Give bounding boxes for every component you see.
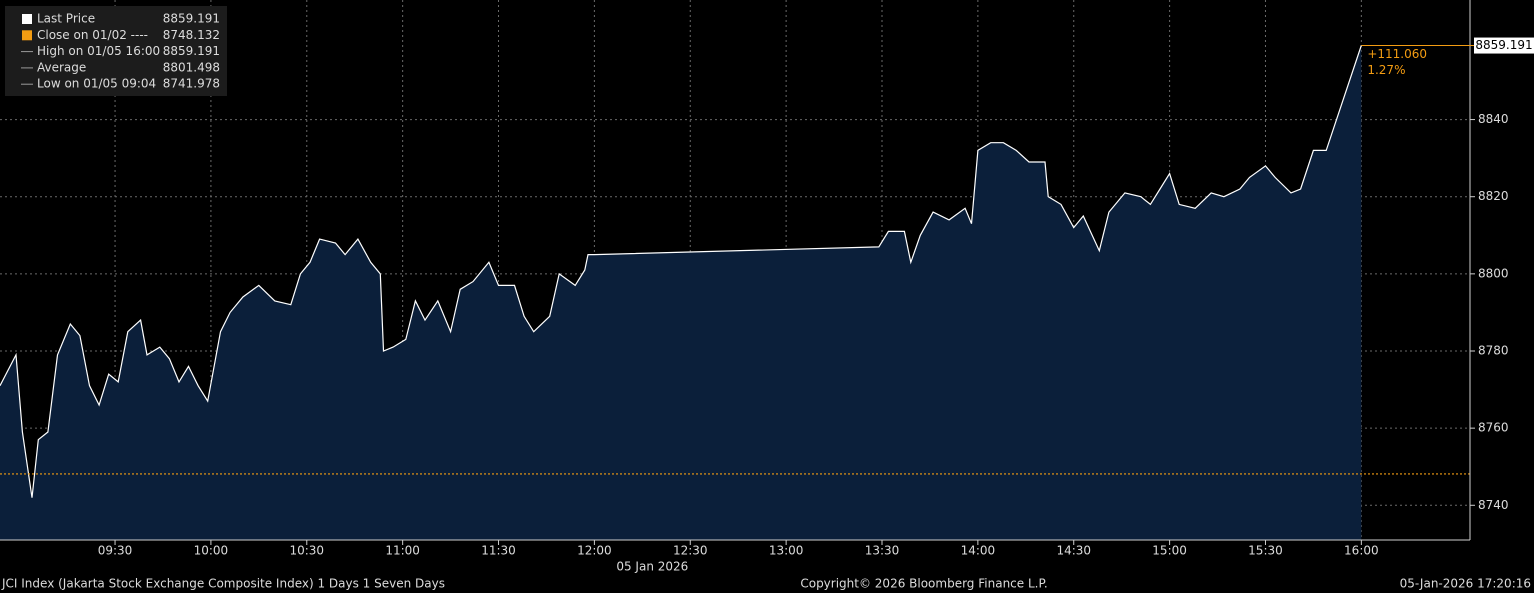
legend: Last Price 8859.191 Close on 01/02 ---- 874… [5, 6, 227, 96]
x-tick-label: 15:30 [1248, 544, 1283, 558]
y-tick-label: 8760 [1478, 421, 1509, 435]
legend-value: 8859.191 [163, 12, 220, 26]
x-tick-label: 10:00 [194, 544, 229, 558]
legend-box [5, 6, 227, 96]
legend-label: Last Price [37, 12, 95, 26]
x-tick-label: 13:00 [769, 544, 804, 558]
x-tick-label: 12:30 [673, 544, 708, 558]
x-tick-label: 09:30 [98, 544, 133, 558]
legend-label: Average [37, 60, 86, 74]
footer-right: 05-Jan-2026 17:20:16 [1400, 577, 1531, 591]
legend-value: 8801.498 [163, 60, 220, 74]
y-tick-label: 8780 [1478, 344, 1509, 358]
legend-swatch [22, 30, 32, 41]
x-tick-label: 13:30 [865, 544, 900, 558]
x-tick-label: 11:00 [385, 544, 420, 558]
y-tick-label: 8840 [1478, 112, 1509, 126]
y-tick-label: 8820 [1478, 189, 1509, 203]
x-tick-label: 11:30 [481, 544, 516, 558]
footer-center: Copyright© 2026 Bloomberg Finance L.P. [800, 577, 1047, 591]
legend-value: 8859.191 [163, 44, 220, 58]
x-tick-label: 16:00 [1344, 544, 1379, 558]
x-tick-label: 12:00 [577, 544, 612, 558]
last-price-tag [1474, 37, 1534, 54]
area-fill [0, 45, 1362, 540]
last-price-tag-label: 8859.191 [1475, 38, 1532, 52]
change-pct-label: 1.27% [1367, 63, 1405, 77]
x-tick-label: 15:00 [1152, 544, 1187, 558]
legend-label: High on 01/05 16:00 [37, 44, 160, 58]
legend-swatch [22, 14, 32, 24]
x-tick-label: 10:30 [289, 544, 324, 558]
plot-area [0, 0, 1470, 540]
footer-left: JCI Index (Jakarta Stock Exchange Compos… [1, 577, 445, 591]
change-label: +111.060 [1367, 47, 1427, 61]
legend-label: Low on 01/05 09:04 [37, 77, 156, 91]
x-tick-label: 14:30 [1056, 544, 1091, 558]
legend-value: 8748.132 [163, 28, 220, 42]
legend-label: Close on 01/02 ---- [37, 28, 148, 42]
x-tick-label: 14:00 [961, 544, 996, 558]
price-line [0, 45, 1362, 498]
y-tick-label: 8740 [1478, 498, 1509, 512]
legend-value: 8741.978 [163, 77, 220, 91]
date-label: 05 Jan 2026 [616, 560, 688, 574]
y-tick-label: 8800 [1478, 266, 1509, 280]
